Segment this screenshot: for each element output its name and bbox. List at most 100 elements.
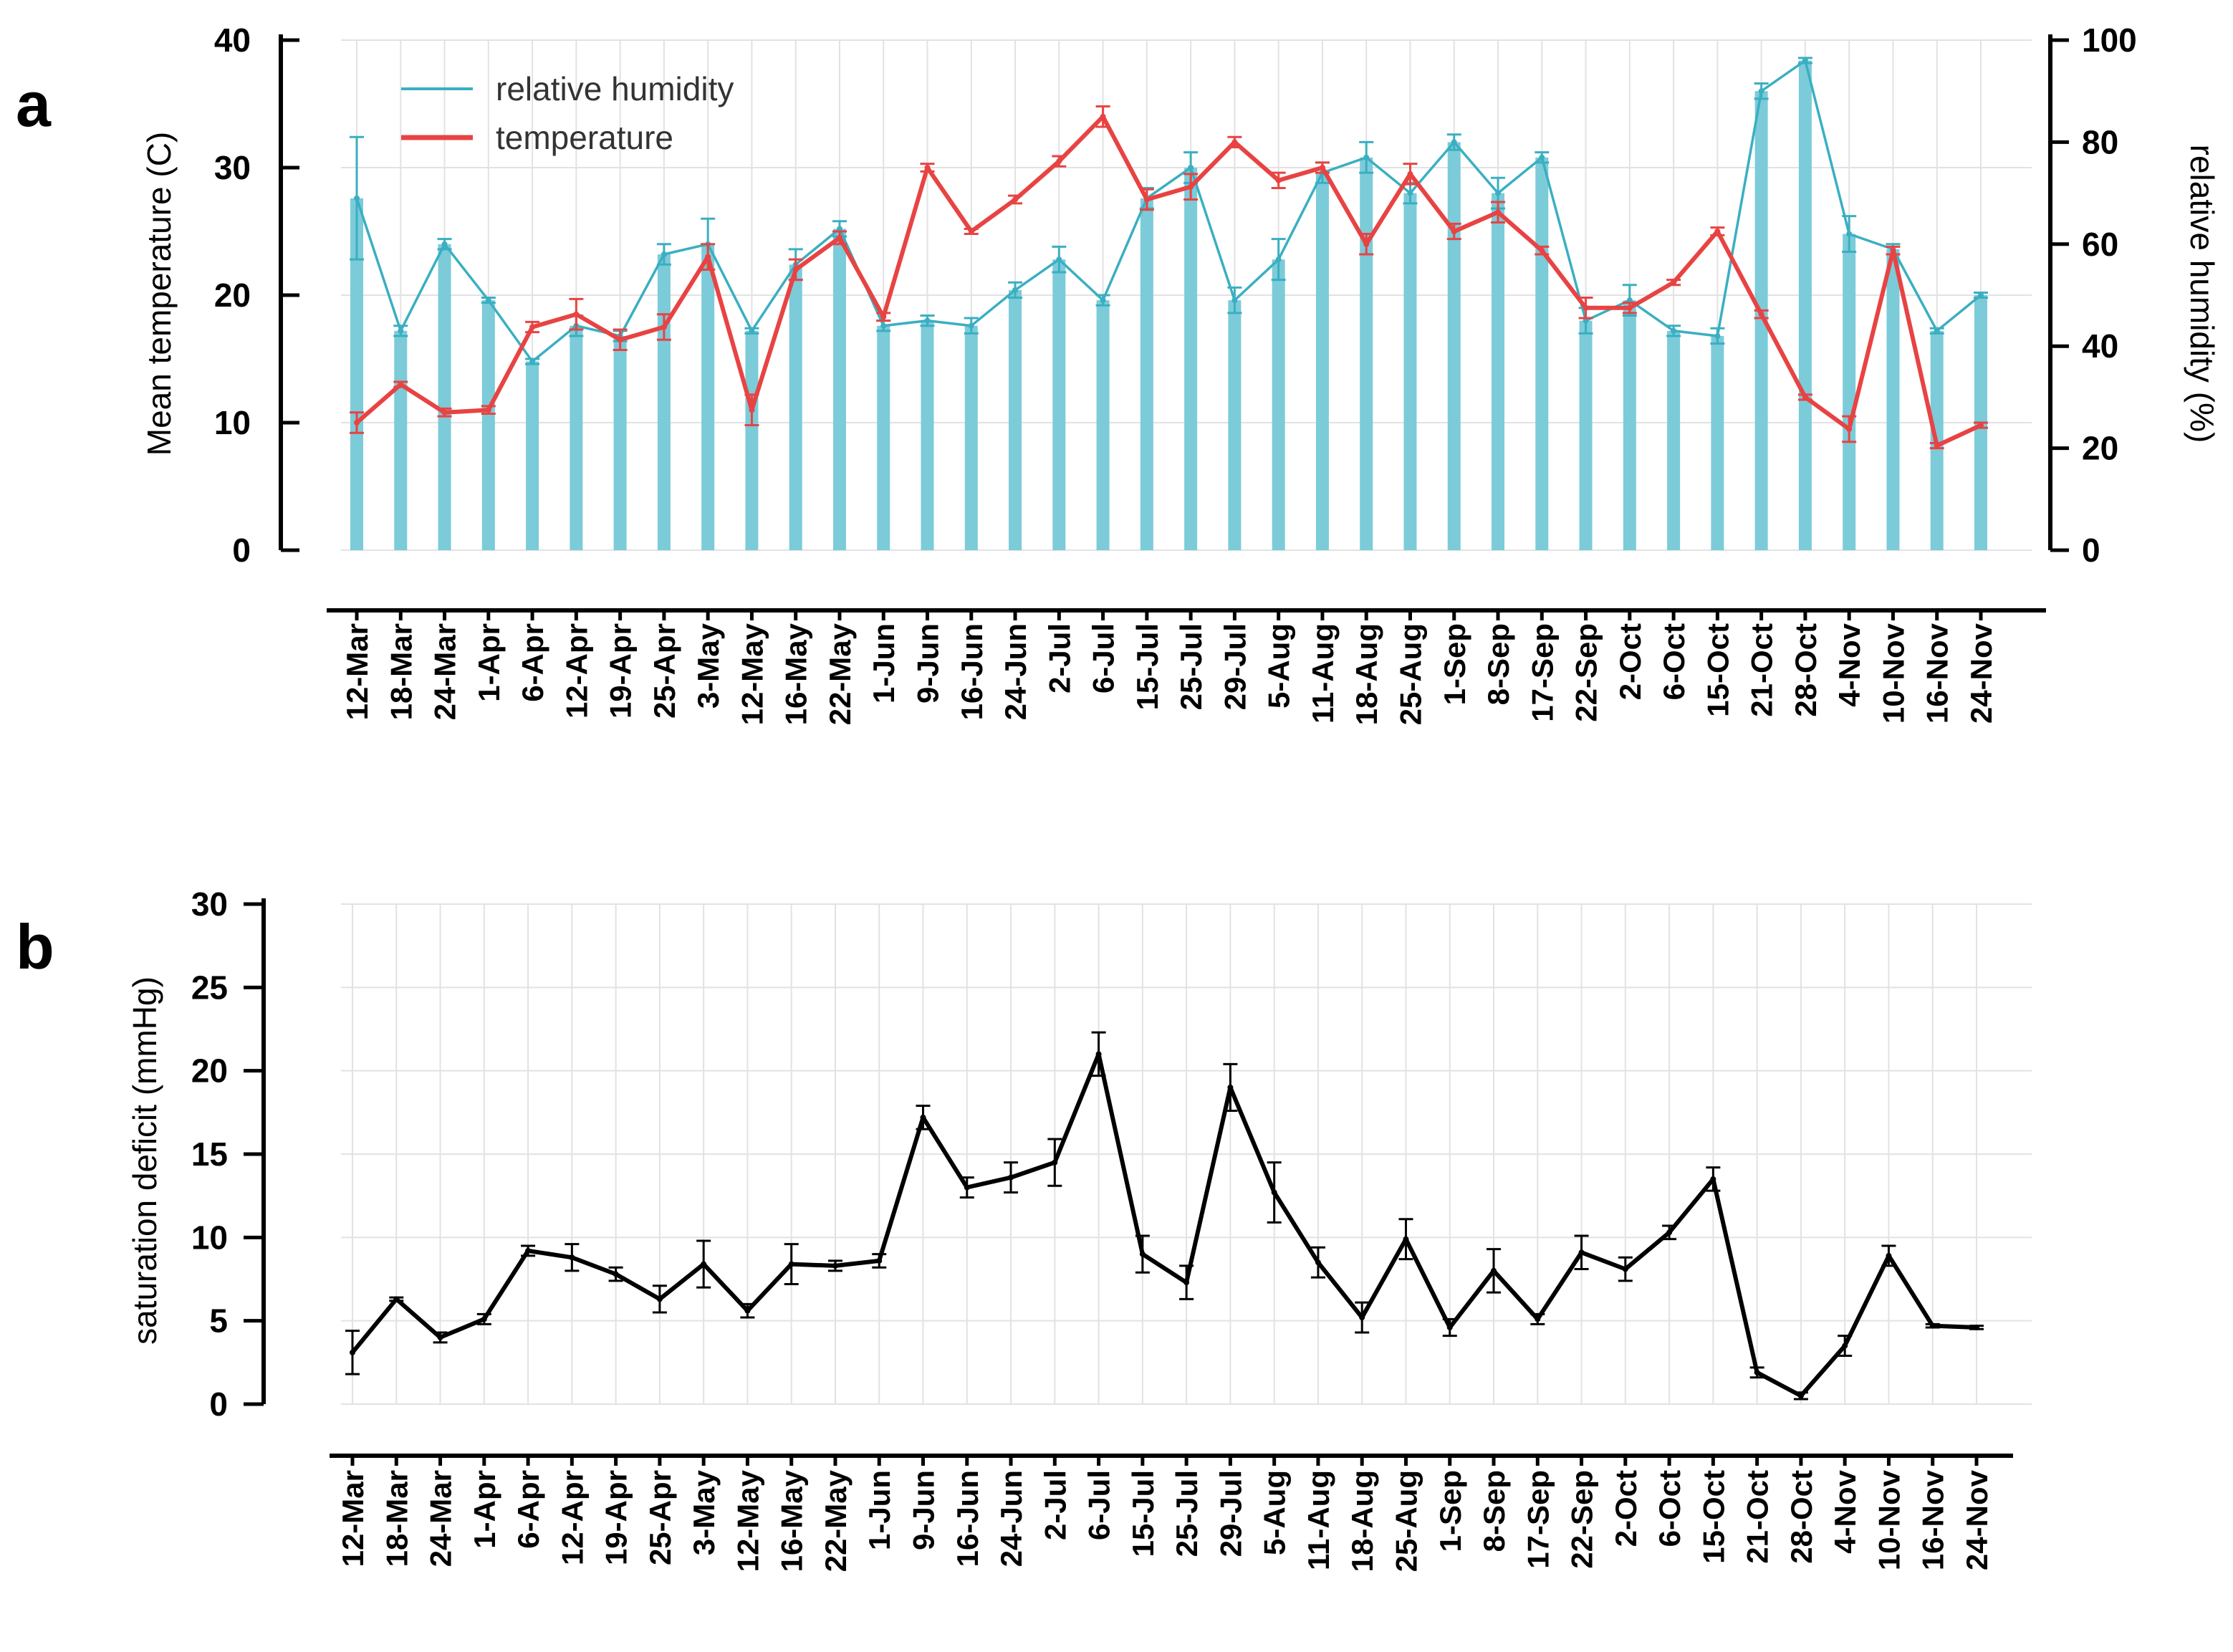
humidity-point-1-apr: [485, 297, 491, 304]
x-tick-label-25-aug: 25-Aug: [1393, 623, 1427, 725]
humidity-point-4-nov: [1846, 231, 1853, 237]
humidity-point-6-apr: [529, 358, 536, 365]
x-tick-label-22-may: 22-May: [819, 1469, 853, 1572]
x-tick-label-1-sep: 1-Sep: [1434, 1470, 1467, 1552]
x-tick-label-3-may: 3-May: [687, 1469, 721, 1555]
humidity-point-2-oct: [1626, 297, 1633, 304]
x-tick-label-12-mar: 12-Mar: [340, 623, 374, 720]
y-tick-label-right: 80: [2082, 123, 2118, 160]
panel-b-y-axis-title: saturation deficit (mmHg): [126, 976, 163, 1345]
x-tick-label-1-apr: 1-Apr: [468, 1470, 501, 1549]
x-tick-label-18-aug: 18-Aug: [1345, 1470, 1379, 1572]
x-tick-label-29-jul: 29-Jul: [1214, 1470, 1247, 1557]
x-tick-label-2-oct: 2-Oct: [1609, 1470, 1643, 1547]
humidity-point-24-jun: [1012, 287, 1019, 293]
temperature-point-25-apr: [661, 324, 667, 330]
y-tick-label-left: 40: [214, 21, 251, 59]
x-tick-label-4-nov: 4-Nov: [1828, 1469, 1862, 1553]
humidity-point-24-nov: [1977, 292, 1984, 298]
temperature-point-22-may: [836, 234, 842, 241]
temperature-point-16-nov: [1934, 443, 1940, 449]
humidity-point-12-mar: [354, 195, 360, 201]
bar-humidity-18-mar: [394, 330, 408, 550]
x-tick-label-24-nov: 24-Nov: [1960, 1469, 1994, 1570]
temperature-point-15-oct: [1714, 229, 1721, 234]
panel-a-series-lines: [350, 57, 1988, 450]
x-tick-label-24-mar: 24-Mar: [428, 623, 462, 720]
x-tick-label-28-oct: 28-Oct: [1785, 1470, 1818, 1564]
x-tick-label-24-jun: 24-Jun: [999, 623, 1032, 720]
temperature-point-6-jul: [1100, 113, 1106, 120]
temperature-point-1-jun: [880, 314, 887, 320]
bar-humidity-1-sep: [1447, 142, 1461, 550]
saturation-deficit-point-16-nov: [1929, 1322, 1936, 1329]
x-tick-label-25-apr: 25-Apr: [643, 1470, 677, 1565]
x-tick-label-6-oct: 6-Oct: [1657, 623, 1691, 700]
saturation-deficit-point-11-aug: [1315, 1259, 1321, 1266]
saturation-deficit-point-5-aug: [1271, 1189, 1277, 1196]
bar-humidity-15-oct: [1711, 335, 1724, 550]
x-tick-label-16-nov: 16-Nov: [1916, 1469, 1950, 1570]
humidity-point-25-jul: [1188, 165, 1194, 171]
bar-humidity-28-oct: [1798, 60, 1812, 551]
saturation-deficit-point-6-oct: [1666, 1229, 1673, 1236]
y-tick-label: 30: [191, 885, 228, 923]
temperature-point-4-nov: [1846, 426, 1853, 432]
saturation-deficit-point-2-jul: [1052, 1159, 1058, 1166]
temperature-point-25-jul: [1188, 183, 1194, 190]
humidity-point-1-jun: [880, 322, 887, 329]
legend-label-temperature: temperature: [496, 119, 673, 156]
y-tick-label: 10: [191, 1219, 228, 1256]
humidity-point-5-aug: [1275, 256, 1282, 263]
x-tick-label-22-may: 22-May: [823, 623, 857, 725]
saturation-deficit-point-24-jun: [1008, 1174, 1014, 1181]
saturation-deficit-point-2-oct: [1622, 1266, 1628, 1272]
x-tick-label-16-jun: 16-Jun: [951, 1470, 984, 1567]
saturation-deficit-point-9-jun: [920, 1114, 926, 1120]
x-tick-label-12-may: 12-May: [735, 623, 769, 725]
panel-b-axes: 0 5 10 15 20 25 30 12-Mar 18-Mar 24-Mar 1-Apr 6-Apr…: [191, 885, 2013, 1572]
x-tick-label-19-apr: 19-Apr: [604, 623, 638, 719]
x-tick-label-6-jul: 6-Jul: [1087, 623, 1120, 693]
saturation-deficit-line: [350, 1052, 1977, 1398]
x-tick-label-15-oct: 15-Oct: [1696, 1470, 1730, 1564]
temperature-point-28-oct: [1802, 394, 1808, 400]
humidity-point-22-may: [836, 226, 842, 232]
humidity-point-18-mar: [398, 327, 404, 334]
panel-a-y-axis-title-left: Mean temperature (C): [140, 132, 178, 456]
x-tick-label-18-aug: 18-Aug: [1350, 623, 1383, 725]
temperature-point-3-may: [705, 254, 711, 260]
humidity-point-8-sep: [1495, 190, 1502, 196]
x-tick-label-15-jul: 15-Jul: [1126, 1470, 1160, 1557]
temperature-point-2-oct: [1626, 304, 1633, 311]
x-tick-label-18-mar: 18-Mar: [384, 623, 418, 720]
x-tick-label-15-oct: 15-Oct: [1701, 623, 1734, 717]
temperature-point-24-jun: [1012, 196, 1019, 203]
x-tick-label-11-aug: 11-Aug: [1306, 623, 1340, 724]
x-tick-label-21-oct: 21-Oct: [1741, 1470, 1775, 1564]
saturation-deficit-point-4-nov: [1842, 1343, 1848, 1349]
bar-humidity-1-apr: [481, 300, 495, 550]
humidity-point-12-may: [749, 327, 755, 334]
saturation-deficit-point-1-sep: [1446, 1324, 1453, 1330]
temperature-point-12-apr: [573, 311, 580, 317]
x-tick-label-12-apr: 12-Apr: [555, 1470, 589, 1565]
saturation-deficit-point-1-jun: [876, 1257, 883, 1264]
temperature-point-16-may: [792, 266, 799, 273]
saturation-deficit-point-3-may: [701, 1261, 707, 1267]
bar-humidity-22-may: [832, 229, 846, 550]
humidity-point-22-sep: [1583, 317, 1589, 324]
humidity-point-1-sep: [1451, 139, 1457, 145]
bar-humidity-12-may: [745, 330, 759, 550]
bar-humidity-9-jun: [921, 320, 934, 550]
bar-humidity-25-aug: [1403, 193, 1417, 550]
y-tick-label-right: 20: [2082, 430, 2118, 467]
temperature-point-18-aug: [1363, 241, 1370, 247]
panel-label-b: b: [16, 911, 54, 982]
temperature-point-19-apr: [617, 337, 623, 343]
y-tick-label-left: 30: [214, 149, 251, 186]
bar-humidity-6-oct: [1667, 330, 1681, 550]
humidity-point-25-apr: [661, 251, 667, 258]
humidity-point-16-jun: [968, 322, 974, 329]
